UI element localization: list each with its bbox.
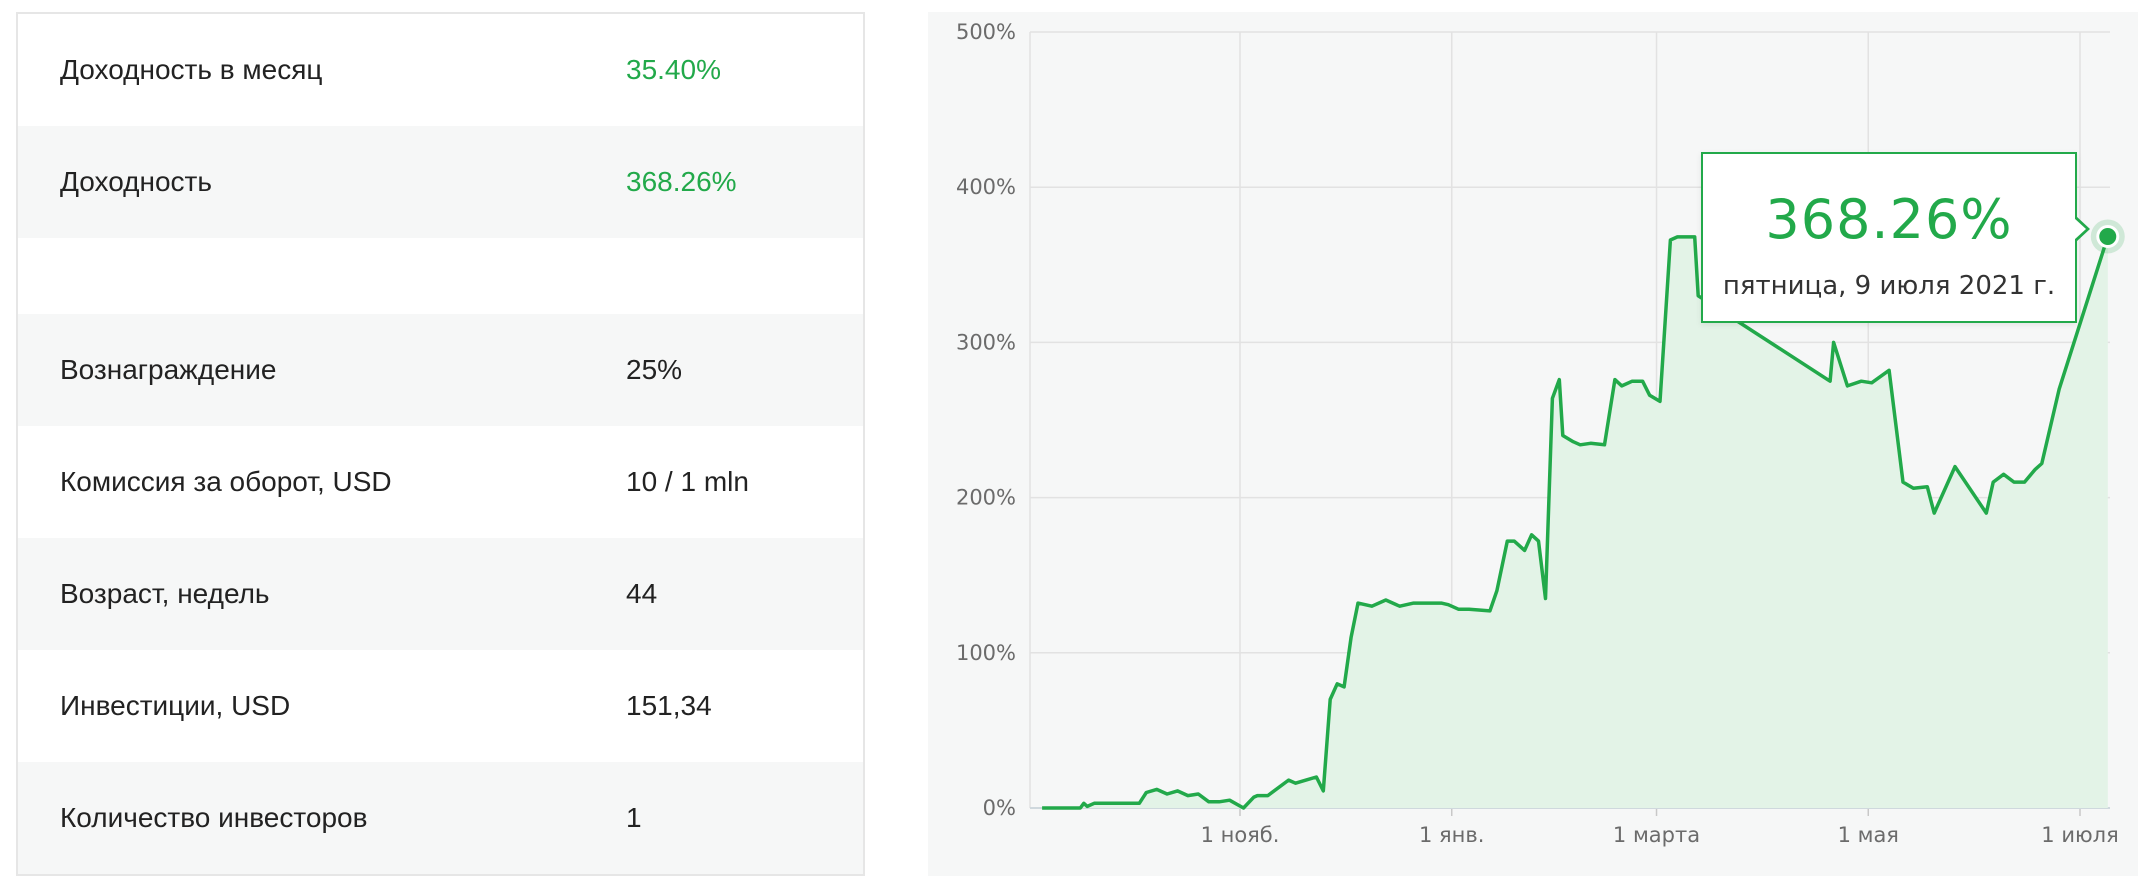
stats-table: Доходность в месяц 35.40% Доходность 368.26… [16, 12, 865, 876]
stat-label: Комиссия за оборот, USD [60, 466, 392, 497]
tooltip-date: пятница, 9 июля 2021 г. [1722, 271, 2056, 301]
stat-label: Инвестиции, USD [60, 690, 291, 721]
x-tick-label: 1 марта [1613, 823, 1700, 847]
stat-row [18, 238, 863, 314]
stat-label: Количество инвесторов [60, 802, 368, 833]
tooltip-value: 368.26% [1765, 188, 2013, 251]
stat-row: Доходность в месяц 35.40% [18, 14, 863, 126]
y-tick-label: 400% [956, 175, 1016, 199]
stat-value: 25% [626, 354, 683, 385]
chart-tooltip: 368.26% пятница, 9 июля 2021 г. [1701, 152, 2090, 323]
chart-canvas: 0% 100% 200% 300% 400% 500% 1 нояб. 1 янв. 1 мар… [956, 20, 2125, 847]
stat-value: 368.26% [626, 166, 737, 197]
stat-value: 10 / 1 mln [626, 466, 749, 497]
x-tick-label: 1 мая [1838, 823, 1899, 847]
stat-row: Возраст, недель 44 [18, 538, 863, 650]
profit-chart: 0% 100% 200% 300% 400% 500% 1 нояб. 1 янв. 1 мар… [928, 12, 2138, 876]
highlight-point[interactable] [2096, 224, 2120, 248]
y-tick-label: 100% [956, 641, 1016, 665]
stat-row: Инвестиции, USD 151,34 [18, 650, 863, 762]
stat-label: Возраст, недель [60, 578, 270, 609]
stat-label: Доходность в месяц [60, 54, 323, 85]
stat-row: Комиссия за оборот, USD 10 / 1 mln [18, 426, 863, 538]
y-tick-label: 500% [956, 20, 1016, 44]
y-tick-label: 0% [983, 796, 1016, 820]
series-area [1042, 236, 2108, 808]
x-tick-label: 1 янв. [1419, 823, 1484, 847]
stat-value: 1 [626, 802, 642, 833]
stat-row: Вознаграждение 25% [18, 314, 863, 426]
stat-value: 151,34 [626, 690, 712, 721]
stat-value: 35.40% [626, 54, 721, 85]
stat-row: Количество инвесторов 1 [18, 762, 863, 874]
stat-label: Доходность [60, 166, 212, 197]
stat-value: 44 [626, 578, 658, 609]
x-tick-label: 1 июля [2041, 823, 2118, 847]
series-line [1042, 235, 2110, 810]
x-tick-label: 1 нояб. [1201, 823, 1280, 847]
stat-label: Вознаграждение [60, 354, 277, 385]
y-tick-label: 200% [956, 486, 1016, 510]
stat-row: Доходность 368.26% [18, 126, 863, 238]
y-tick-label: 300% [956, 330, 1016, 354]
